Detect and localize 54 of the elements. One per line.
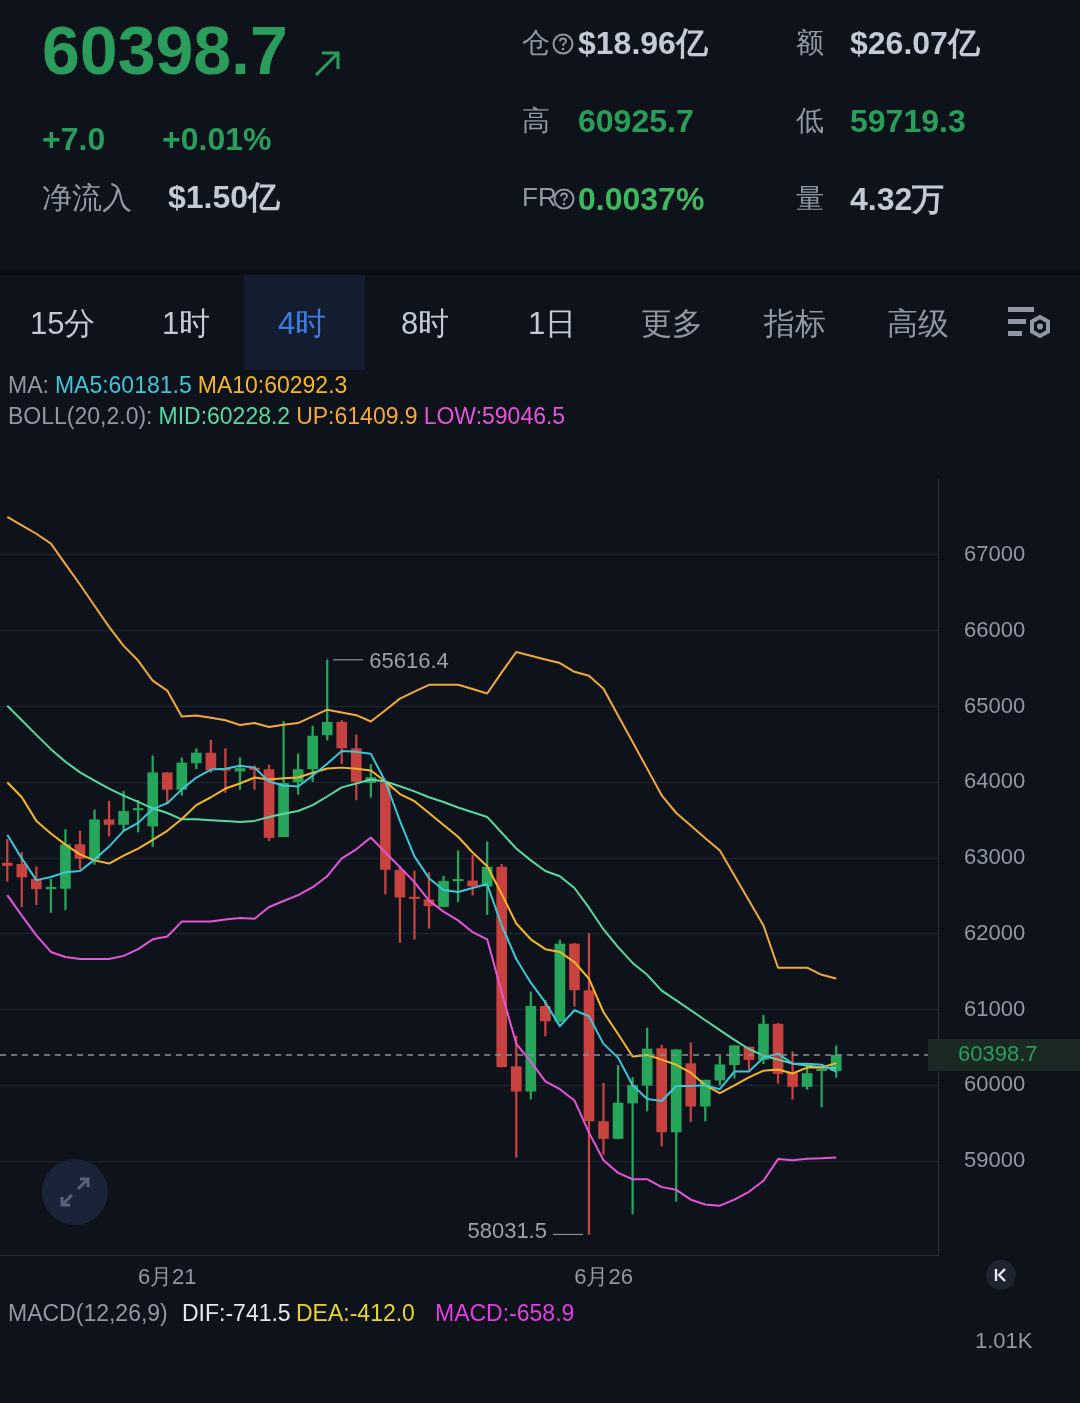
- text: 59719.3: [850, 102, 966, 141]
- y-tick-label: 59000: [964, 1147, 1026, 1173]
- text: 4.32万: [850, 180, 945, 219]
- x-tick-label: 6月26: [574, 1264, 633, 1290]
- text: 净流入: [42, 180, 132, 216]
- text: 4时: [278, 305, 327, 343]
- text: $1.50亿: [168, 178, 281, 217]
- text: 1.01K: [975, 1328, 1033, 1355]
- text: 1时: [162, 305, 211, 343]
- y-tick-label: 66000: [964, 616, 1026, 642]
- text: 低: [796, 104, 824, 138]
- y-tick-label: 65000: [964, 692, 1026, 718]
- text: UP:61409.9: [296, 403, 418, 429]
- text: 60398.7: [42, 11, 288, 90]
- text: LOW:59046.5: [423, 403, 566, 429]
- text: $18.96亿: [578, 24, 708, 63]
- text: MACD:-658.9: [435, 1300, 575, 1328]
- text: 15分: [30, 305, 96, 343]
- text: +7.0: [42, 120, 106, 159]
- candlestick: [409, 870, 420, 940]
- y-tick-label: 63000: [964, 844, 1026, 870]
- text: MID:60228.2: [158, 403, 291, 429]
- text: 量: [796, 182, 824, 216]
- text: FR: [522, 182, 557, 214]
- annotation: 65616.4: [369, 647, 449, 673]
- text: DIF:-741.5: [182, 1300, 291, 1328]
- candlestick: [598, 1082, 609, 1155]
- text: 8时: [401, 305, 450, 343]
- text: MA:: [8, 372, 49, 398]
- text: 高级: [887, 305, 949, 343]
- text: 高: [522, 104, 550, 138]
- y-tick-label: 61000: [964, 995, 1026, 1021]
- text: 更多: [641, 305, 703, 343]
- text: MA10:60292.3: [197, 372, 348, 398]
- y-tick-label: 67000: [964, 541, 1026, 567]
- text: 1日: [528, 305, 577, 343]
- text: 指标: [764, 305, 826, 343]
- text: 60925.7: [578, 102, 694, 141]
- text: $26.07亿: [850, 24, 980, 63]
- y-tick-label: 60000: [964, 1071, 1026, 1097]
- text: 仓: [522, 26, 550, 60]
- annotation: 58031.5: [467, 1218, 547, 1244]
- y-tick-label: 62000: [964, 919, 1026, 945]
- text: MACD(12,26,9): [8, 1300, 168, 1328]
- text: 0.0037%: [578, 180, 705, 219]
- text: MA5:60181.5: [54, 372, 192, 398]
- text: 额: [796, 26, 824, 60]
- candlestick: [627, 1077, 638, 1215]
- text: +0.01%: [162, 120, 272, 159]
- y-tick-label: 64000: [964, 768, 1026, 794]
- text: DEA:-412.0: [296, 1300, 415, 1328]
- text: BOLL(20,2.0):: [8, 403, 153, 429]
- x-tick-label: 6月21: [137, 1264, 197, 1290]
- ref-line-label: 60398.7: [958, 1041, 1038, 1067]
